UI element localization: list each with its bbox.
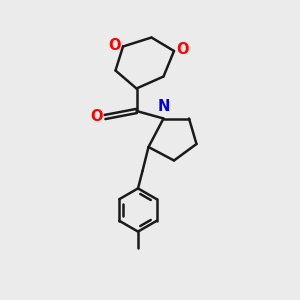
- Text: O: O: [108, 38, 121, 52]
- Text: O: O: [176, 42, 189, 57]
- Text: O: O: [90, 109, 103, 124]
- Text: N: N: [157, 99, 170, 114]
